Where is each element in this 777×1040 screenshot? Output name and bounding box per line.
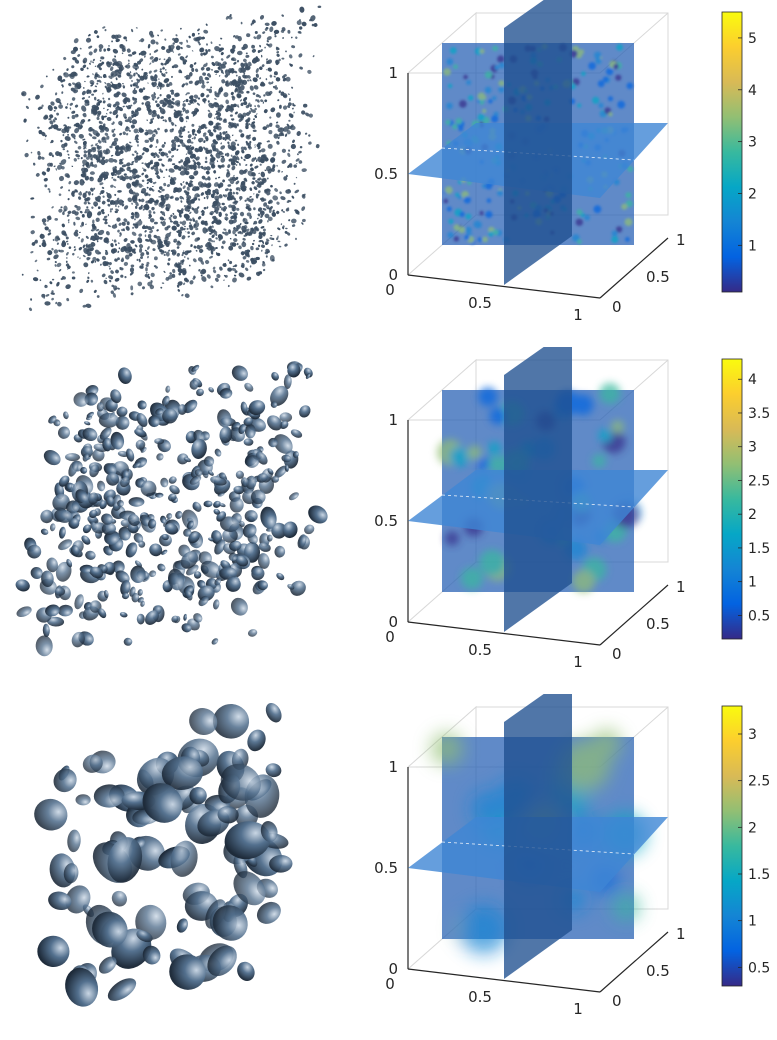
colorbar-tick-label: 2 xyxy=(748,507,757,523)
colorbar-tick-label: 2 xyxy=(748,820,757,836)
z-tick-label: 1 xyxy=(388,758,398,776)
colorbar-tick-label: 0.5 xyxy=(748,960,770,976)
x-tick-label: 0.5 xyxy=(468,641,492,659)
colorbar-ticks: 1 2 3 4 5 xyxy=(738,31,757,254)
x-tick-label: 0.5 xyxy=(468,988,492,1006)
colorbar-ticks: 0.5 1 1.5 2 2.5 3 xyxy=(738,727,770,976)
slice-plane-vertical xyxy=(504,694,572,979)
y-tick-label: 0 xyxy=(612,992,622,1010)
colorbar-tick-label: 3 xyxy=(748,135,757,151)
y-tick-label: 0.5 xyxy=(646,615,670,633)
colorbar-ticks: 0.5 1 1.5 2 2.5 3 3.5 4 xyxy=(738,372,770,624)
isosurface-render-3 xyxy=(34,702,293,1007)
isosurface-render-2 xyxy=(15,361,328,657)
colorbar-tick-label: 4 xyxy=(748,83,757,99)
colorbar-2: 0.5 1 1.5 2 2.5 3 3.5 4 xyxy=(721,358,770,640)
y-tick-label: 1 xyxy=(676,231,686,249)
colorbar-tick-label: 2 xyxy=(748,186,757,202)
isosurface-render-1 xyxy=(21,5,322,312)
slice-group xyxy=(408,694,668,979)
colorbar-tick-label: 1.5 xyxy=(748,867,770,883)
z-tick-label: 0.5 xyxy=(374,165,398,183)
y-tick-label: 0.5 xyxy=(646,268,670,286)
colorbar-tick-label: 0.5 xyxy=(748,608,770,624)
z-tick-label: 0.5 xyxy=(374,859,398,877)
y-tick-label: 0.5 xyxy=(646,962,670,980)
x-tick-label: 1 xyxy=(573,653,583,671)
colorbar-gradient xyxy=(721,358,743,640)
z-tick-label: 0 xyxy=(388,613,398,631)
colorbar-tick-label: 4 xyxy=(748,372,757,388)
colorbar-tick-label: 1 xyxy=(748,914,757,930)
x-tick-label: 1 xyxy=(573,1000,583,1018)
panel-row-2: 0 0.5 1 0 0.5 1 0 0.5 1 0.5 1 1.5 2 2.5 3 3.5 4 xyxy=(0,347,777,693)
tick-labels: 0 0.5 1 0 0.5 1 0 0.5 1 xyxy=(374,64,685,324)
colorbar-3: 0.5 1 1.5 2 2.5 3 xyxy=(721,705,770,987)
z-tick-label: 0.5 xyxy=(374,512,398,530)
slice-group xyxy=(408,347,668,632)
z-tick-label: 0 xyxy=(388,266,398,284)
slice-plot-2: 0 0.5 1 0 0.5 1 0 0.5 1 xyxy=(374,347,686,671)
z-tick-label: 0 xyxy=(388,960,398,978)
z-tick-label: 1 xyxy=(388,411,398,429)
isosurface-blobs xyxy=(34,702,293,1007)
colorbar-tick-label: 2.5 xyxy=(748,473,770,489)
x-tick-label: 0 xyxy=(385,628,395,646)
slice-group xyxy=(408,0,668,285)
y-tick-label: 0 xyxy=(612,645,622,663)
y-tick-label: 0 xyxy=(612,298,622,316)
y-tick-label: 1 xyxy=(676,578,686,596)
panel-row-1: 0 0.5 1 0 0.5 1 0 0.5 1 1 2 3 4 5 xyxy=(0,0,777,346)
slice-plot-1: 0 0.5 1 0 0.5 1 0 0.5 1 xyxy=(374,0,686,324)
slice-plane-vertical xyxy=(504,347,572,632)
y-tick-label: 1 xyxy=(676,925,686,943)
z-tick-label: 1 xyxy=(388,64,398,82)
x-tick-label: 0 xyxy=(385,975,395,993)
colorbar-tick-label: 5 xyxy=(748,31,757,47)
x-tick-label: 1 xyxy=(573,306,583,324)
slice-plot-3: 0 0.5 1 0 0.5 1 0 0.5 1 xyxy=(374,694,686,1018)
x-tick-label: 0.5 xyxy=(468,294,492,312)
x-tick-label: 0 xyxy=(385,281,395,299)
colorbar-gradient xyxy=(721,705,743,987)
tick-labels: 0 0.5 1 0 0.5 1 0 0.5 1 xyxy=(374,411,685,671)
colorbar-tick-label: 1 xyxy=(748,575,757,591)
colorbar-tick-label: 3 xyxy=(748,727,757,743)
colorbar-tick-label: 1.5 xyxy=(748,541,770,557)
colorbar-tick-label: 3 xyxy=(748,440,757,456)
colorbar-tick-label: 3.5 xyxy=(748,406,770,422)
isosurface-blobs xyxy=(21,5,322,312)
colorbar-tick-label: 2.5 xyxy=(748,774,770,790)
slice-texture xyxy=(443,43,634,245)
colorbar-1: 1 2 3 4 5 xyxy=(721,11,757,293)
tick-labels: 0 0.5 1 0 0.5 1 0 0.5 1 xyxy=(374,758,685,1018)
slice-plane-vertical xyxy=(504,0,572,285)
panel-row-3: 0 0.5 1 0 0.5 1 0 0.5 1 0.5 1 1.5 2 2.5 3 xyxy=(0,694,777,1040)
colorbar-gradient xyxy=(721,11,743,293)
isosurface-blobs xyxy=(15,361,328,657)
colorbar-tick-label: 1 xyxy=(748,238,757,254)
